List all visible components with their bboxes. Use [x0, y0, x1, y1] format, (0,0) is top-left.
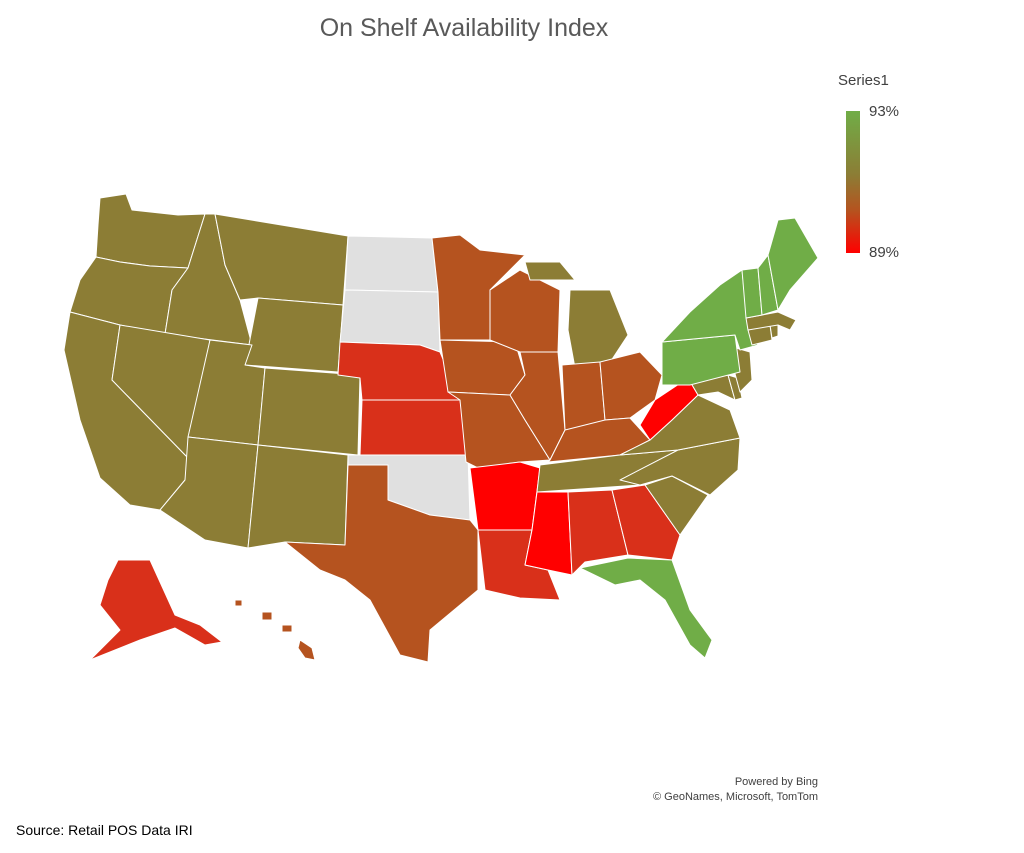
- state-kansas[interactable]: [359, 399, 469, 456]
- legend-color-scale: [846, 111, 860, 253]
- state-georgia[interactable]: [611, 484, 681, 561]
- state-north-dakota[interactable]: [344, 235, 439, 293]
- attribution-credits: © GeoNames, Microsoft, TomTom: [653, 791, 818, 803]
- state-texas[interactable]: [284, 464, 479, 663]
- state-colorado[interactable]: [257, 367, 361, 456]
- state-new-mexico[interactable]: [247, 444, 349, 549]
- state-wyoming[interactable]: [244, 297, 344, 373]
- state-rhode-island[interactable]: [769, 324, 779, 339]
- source-note: Source: Retail POS Data IRI: [16, 822, 193, 838]
- state-alaska[interactable]: [89, 559, 223, 661]
- state-alabama[interactable]: [567, 489, 629, 576]
- state-washington[interactable]: [95, 193, 206, 269]
- state-hawaii[interactable]: [234, 599, 316, 661]
- state-florida[interactable]: [579, 557, 713, 659]
- legend-min-label: 89%: [869, 244, 900, 261]
- map-attribution: Powered by Bing © GeoNames, Microsoft, T…: [653, 775, 818, 805]
- state-maine[interactable]: [767, 217, 819, 311]
- legend-max-label: 93%: [869, 103, 900, 120]
- attribution-powered-by: Powered by Bing: [734, 776, 818, 788]
- chart-title: On Shelf Availability Index: [319, 14, 609, 42]
- state-wisconsin[interactable]: [489, 269, 561, 353]
- state-arkansas[interactable]: [469, 461, 541, 531]
- legend-title: Series1: [838, 72, 889, 89]
- state-massachusetts[interactable]: [745, 311, 797, 331]
- state-illinois[interactable]: [509, 351, 566, 461]
